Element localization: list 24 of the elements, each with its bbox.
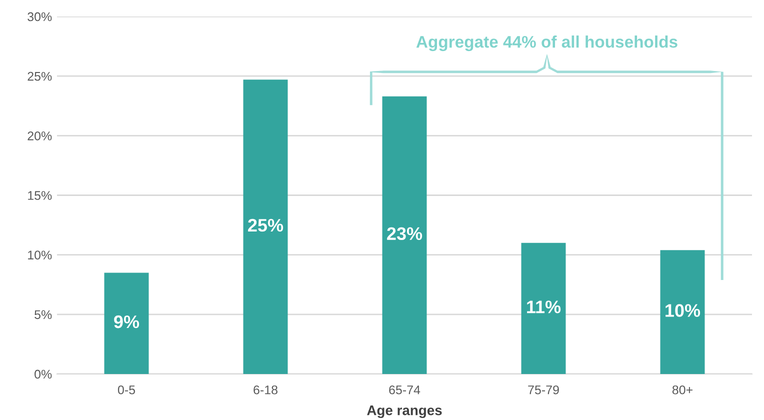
annotation: Aggregate 44% of all households bbox=[416, 36, 678, 52]
y-tick-label: 5% bbox=[34, 310, 52, 320]
x-tick-label: 0-5 bbox=[118, 385, 136, 394]
x-tick-label: 65-74 bbox=[389, 385, 420, 394]
y-tick-label: 0% bbox=[34, 370, 52, 379]
bar bbox=[104, 272, 149, 374]
bar bbox=[382, 96, 427, 374]
bar bbox=[243, 80, 288, 374]
y-tick-label: 30% bbox=[28, 12, 52, 22]
x-tick-label: 6-18 bbox=[254, 385, 278, 394]
y-tick-label: 25% bbox=[28, 72, 52, 81]
bar bbox=[660, 250, 705, 374]
x-axis-title: Age ranges bbox=[367, 406, 442, 418]
bar bbox=[521, 242, 566, 374]
data-label: 25% bbox=[248, 218, 284, 232]
y-tick-label: 20% bbox=[28, 131, 52, 140]
y-tick-label: 15% bbox=[28, 191, 52, 200]
data-label: 11% bbox=[527, 300, 561, 314]
data-label: 10% bbox=[666, 304, 700, 317]
y-tick-label: 10% bbox=[28, 250, 52, 260]
data-label: 23% bbox=[387, 227, 422, 240]
data-label: 9% bbox=[114, 315, 140, 328]
x-tick-label: 80+ bbox=[672, 385, 692, 394]
x-tick-label: 75-79 bbox=[528, 385, 559, 394]
